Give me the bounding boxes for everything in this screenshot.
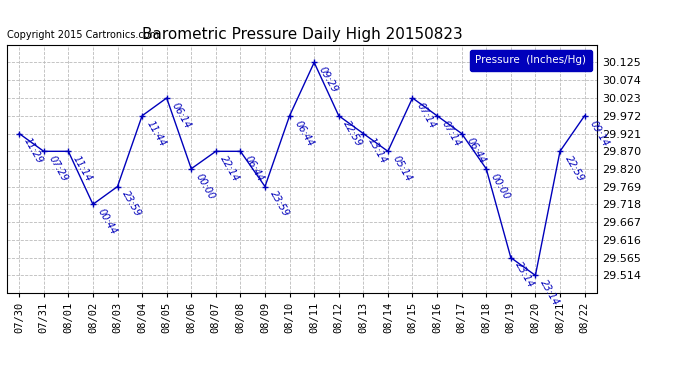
Text: 22:14: 22:14 [219, 154, 241, 184]
Text: 06:44: 06:44 [243, 154, 266, 184]
Text: 00:44: 00:44 [96, 207, 119, 237]
Text: 23:14: 23:14 [513, 260, 536, 290]
Text: 09:29: 09:29 [317, 65, 339, 94]
Text: 07:29: 07:29 [46, 154, 69, 184]
Text: 22:59: 22:59 [342, 118, 364, 148]
Text: 11:29: 11:29 [22, 136, 45, 166]
Text: 05:14: 05:14 [391, 154, 413, 184]
Text: 22:59: 22:59 [563, 154, 586, 184]
Text: 07:14: 07:14 [440, 118, 462, 148]
Legend: Pressure  (Inches/Hg): Pressure (Inches/Hg) [470, 50, 591, 70]
Text: 07:14: 07:14 [415, 101, 438, 130]
Text: 11:44: 11:44 [145, 118, 168, 148]
Text: 06:44: 06:44 [293, 118, 315, 148]
Title: Barometric Pressure Daily High 20150823: Barometric Pressure Daily High 20150823 [141, 27, 462, 42]
Text: 00:00: 00:00 [489, 171, 512, 201]
Text: 06:14: 06:14 [170, 101, 193, 130]
Text: 23:59: 23:59 [120, 189, 143, 219]
Text: 23:59: 23:59 [268, 189, 290, 219]
Text: 06:44: 06:44 [464, 136, 487, 166]
Text: 09:14: 09:14 [587, 118, 610, 148]
Text: 23:14: 23:14 [538, 278, 561, 308]
Text: Copyright 2015 Cartronics.com: Copyright 2015 Cartronics.com [7, 30, 159, 39]
Text: 11:14: 11:14 [71, 154, 94, 184]
Text: 13:14: 13:14 [366, 136, 389, 166]
Text: 00:00: 00:00 [194, 171, 217, 201]
